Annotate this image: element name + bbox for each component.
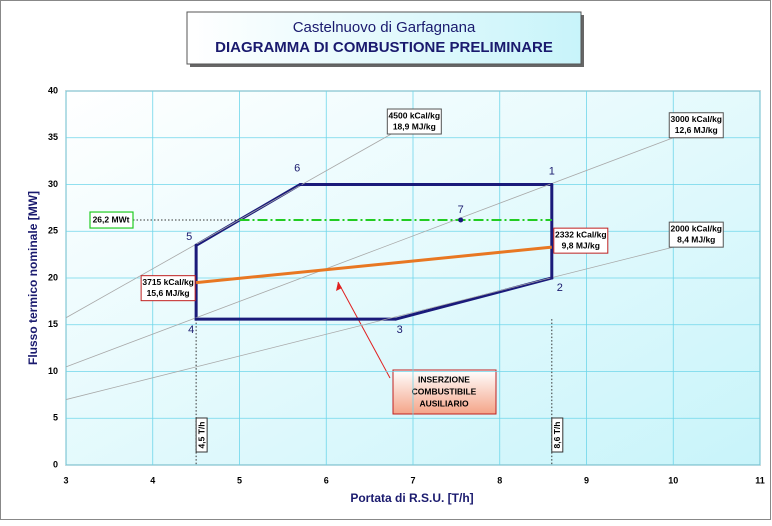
point-label: 4 <box>188 324 194 336</box>
marker-box <box>89 211 134 229</box>
x-axis-title: Portata di R.S.U. [T/h] <box>350 491 473 505</box>
value-box-label: 8,4 MJ/kg <box>677 234 715 244</box>
value-box-label: 3000 kCal/kg <box>670 114 722 124</box>
title-box <box>186 11 582 65</box>
marker-label: 4,5 T/h <box>196 422 206 449</box>
value-box-label: 2332 kCal/kg <box>555 229 607 239</box>
x-tick-label: 10 <box>668 475 678 485</box>
x-tick-label: 3 <box>63 475 68 485</box>
value-box <box>668 221 724 248</box>
marker-label: 8,6 T/h <box>552 422 562 449</box>
callout-text: AUSILIARIO <box>419 398 469 408</box>
callout-text: COMBUSTIBILE <box>412 386 477 396</box>
y-tick-label: 35 <box>48 132 58 142</box>
point-label: 3 <box>397 324 403 336</box>
value-box-label: 4500 kCal/kg <box>389 110 441 120</box>
x-tick-label: 7 <box>410 475 415 485</box>
value-box <box>386 108 442 135</box>
point-label: 7 <box>458 204 464 216</box>
series-line <box>65 137 674 368</box>
value-box-label: 18,9 MJ/kg <box>393 121 436 131</box>
y-tick-label: 25 <box>48 226 58 236</box>
value-box <box>668 112 724 139</box>
chart-subtitle: DIAGRAMMA DI COMBUSTIONE PRELIMINARE <box>215 39 553 56</box>
marker-label: 26,2 MWt <box>93 214 130 224</box>
y-tick-label: 30 <box>48 179 58 189</box>
point <box>394 317 398 321</box>
y-tick-label: 5 <box>53 413 58 423</box>
value-box-label: 15,6 MJ/kg <box>147 288 190 298</box>
x-tick-label: 11 <box>755 475 765 485</box>
y-tick-label: 10 <box>48 366 58 376</box>
point <box>458 217 464 223</box>
x-tick-label: 6 <box>324 475 329 485</box>
point <box>550 183 554 186</box>
chart-title: Castelnuovo di Garfagnana <box>293 19 476 36</box>
series-line <box>65 133 392 319</box>
y-tick-label: 0 <box>53 459 58 469</box>
point <box>194 243 198 247</box>
marker-box <box>551 417 564 453</box>
point-label: 2 <box>557 282 563 294</box>
value-box-label: 3715 kCal/kg <box>142 277 194 287</box>
point <box>550 276 554 280</box>
point-label: 6 <box>294 162 300 174</box>
x-tick-label: 4 <box>150 475 155 485</box>
value-box <box>140 275 196 302</box>
value-box-label: 2000 kCal/kg <box>670 223 722 233</box>
marker-box <box>195 417 208 453</box>
y-tick-label: 15 <box>48 319 58 329</box>
callout-box <box>392 369 497 415</box>
value-box <box>553 227 609 254</box>
point <box>298 183 302 186</box>
x-tick-label: 9 <box>584 475 589 485</box>
point-label: 1 <box>549 165 555 177</box>
y-tick-label: 20 <box>48 272 58 282</box>
x-tick-label: 5 <box>237 475 242 485</box>
arrow-head <box>336 282 342 291</box>
point <box>194 317 198 321</box>
value-box-label: 12,6 MJ/kg <box>675 125 718 135</box>
series-line <box>65 246 674 400</box>
y-tick-label: 40 <box>48 85 58 95</box>
value-box-label: 9,8 MJ/kg <box>562 240 600 250</box>
series-line <box>195 245 552 285</box>
callout-text: INSERZIONE <box>418 374 470 384</box>
y-axis-title: Flusso termico nominale [MW] <box>26 191 40 365</box>
callout-arrow <box>337 281 391 379</box>
point-label: 5 <box>186 231 192 243</box>
x-tick-label: 8 <box>497 475 502 485</box>
